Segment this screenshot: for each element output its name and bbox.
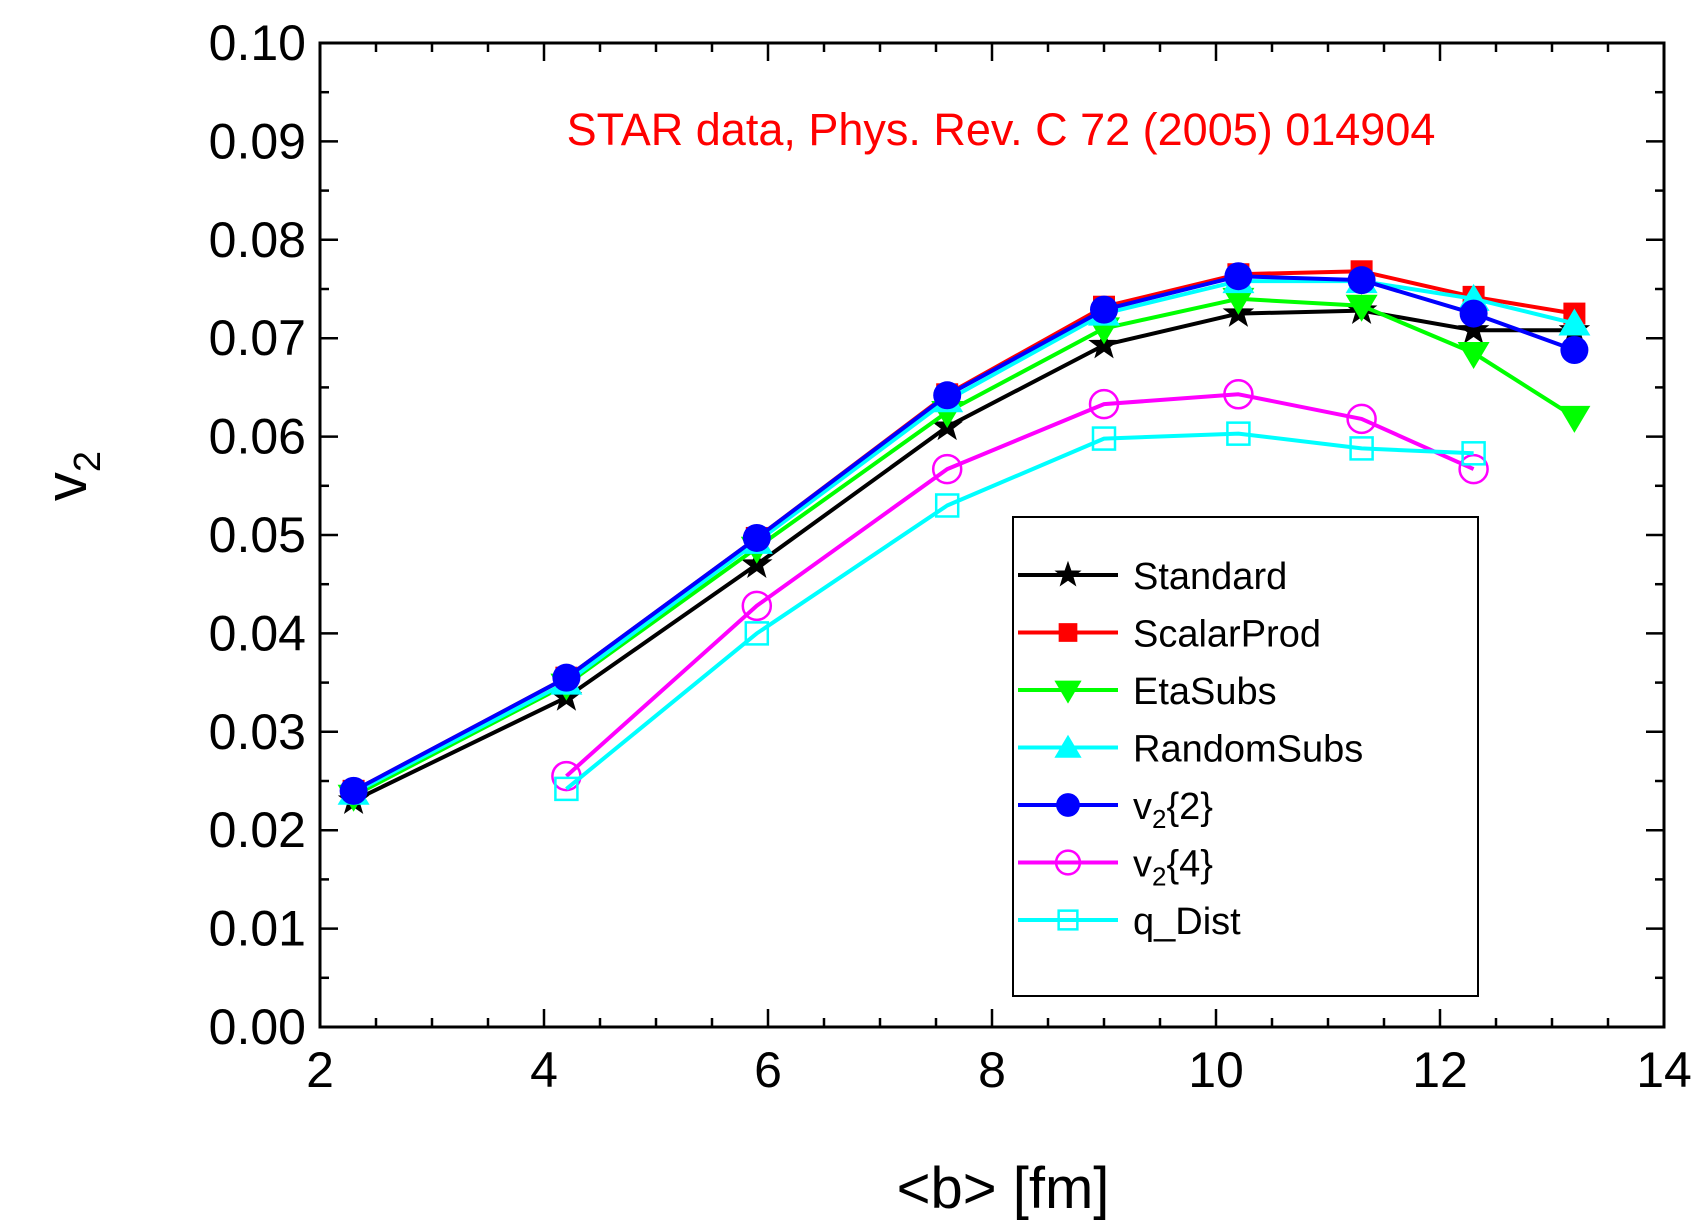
x-tick-label: 12 (1412, 1042, 1468, 1098)
y-tick-label: 0.01 (209, 901, 306, 957)
legend-item-standard: Standard (1018, 556, 1287, 598)
y-tick-label: 0.10 (209, 15, 306, 71)
legend-swatch-marker (1058, 623, 1078, 642)
data-point-standard (1457, 313, 1490, 344)
y-axis-label: v2 (34, 451, 109, 501)
data-point-etasubs (1457, 341, 1490, 369)
data-point-v2-4 (741, 590, 773, 622)
data-point-v2-4 (1223, 379, 1254, 410)
legend-item-v2-2: v2{2} (1018, 786, 1213, 834)
y-tick-label: 0.02 (209, 802, 306, 858)
legend-swatch-marker (1056, 793, 1080, 817)
data-point-v2-4 (1088, 388, 1120, 420)
svg-text:v2: v2 (34, 451, 109, 501)
legend-swatch-marker (1054, 680, 1082, 704)
data-point-etasubs (1222, 287, 1255, 315)
legend-swatch-marker (1057, 909, 1079, 931)
data-point-v2-4 (931, 453, 963, 485)
series-v2-4 (551, 379, 1489, 792)
data-point-v2-2 (552, 663, 581, 692)
data-point-v2-2 (1347, 266, 1376, 295)
legend-item-scalarprod: ScalarProd (1018, 614, 1321, 656)
data-point-q-dist (1226, 421, 1251, 446)
legend-item-v2-4: v2{4} (1018, 844, 1213, 892)
series-q-dist (554, 421, 1486, 802)
legend-label: EtaSubs (1133, 671, 1277, 713)
legend-item-randomsubs: RandomSubs (1018, 729, 1363, 771)
series-layer (337, 260, 1591, 815)
series-line-q-dist (565, 431, 1474, 791)
data-point-q-dist (1091, 426, 1117, 451)
x-tick-label: 14 (1636, 1042, 1692, 1098)
legend-label: v2{2} (1133, 786, 1213, 834)
y-tick-label: 0.07 (209, 310, 306, 366)
legend-item-etasubs: EtaSubs (1018, 671, 1277, 713)
series-v2-2 (339, 262, 1589, 805)
x-tick-label: 2 (306, 1042, 334, 1098)
y-tick-label: 0.09 (209, 113, 306, 169)
data-point-v2-2 (1224, 262, 1253, 291)
data-point-q-dist (934, 493, 960, 518)
data-point-v2-2 (339, 776, 368, 805)
x-tick-label: 6 (754, 1042, 782, 1098)
axes: 2 4 6 8 10 12 14 0.00 0.01 0.02 0.03 0.04 0.05 0.06 0.… (209, 15, 1692, 1098)
legend-item-q-dist: q_Dist (1018, 901, 1241, 943)
legend: Standard ScalarProd EtaSubs RandomSubs v2{2}… (1012, 516, 1479, 997)
series-line-v2-4 (565, 392, 1475, 778)
legend-label: v2{4} (1133, 844, 1213, 892)
chart-annotation: STAR data, Phys. Rev. C 72 (2005) 014904 (567, 104, 1436, 155)
data-point-q-dist (744, 621, 770, 646)
legend-label: ScalarProd (1133, 614, 1321, 656)
data-point-v2-2 (1090, 295, 1118, 324)
data-point-etasubs (1558, 405, 1591, 433)
data-point-q-dist (1349, 436, 1374, 461)
y-tick-label: 0.05 (209, 507, 306, 563)
x-tick-label: 10 (1188, 1042, 1244, 1098)
y-tick-label: 0.04 (209, 605, 306, 661)
data-point-q-dist (554, 776, 579, 802)
data-point-v2-4 (1346, 403, 1377, 435)
y-tick-label: 0.08 (209, 212, 306, 268)
y-tick-label: 0.06 (209, 409, 306, 465)
data-point-q-dist (1461, 441, 1486, 466)
legend-box (1012, 516, 1479, 997)
legend-swatch-marker (1054, 849, 1082, 876)
data-point-v2-2 (742, 523, 771, 552)
legend-label: q_Dist (1133, 901, 1241, 943)
x-tick-label: 4 (530, 1042, 558, 1098)
x-axis-label: <b> [fm] (897, 1156, 1110, 1221)
data-point-etasubs (1345, 294, 1378, 322)
y-axis-label-main: v (34, 472, 99, 501)
x-tick-label: 8 (978, 1042, 1006, 1098)
y-tick-label: 0.03 (209, 704, 306, 760)
legend-swatch-marker (1054, 560, 1082, 587)
data-point-v2-2 (1560, 336, 1589, 365)
y-tick-label: 0.00 (209, 999, 306, 1055)
legend-label: Standard (1133, 556, 1287, 598)
legend-swatch-marker (1054, 734, 1082, 758)
legend-label: RandomSubs (1133, 729, 1363, 771)
data-point-v2-2 (1459, 299, 1488, 328)
data-point-v2-2 (933, 381, 962, 410)
data-point-randomsubs (1558, 308, 1591, 336)
data-point-v2-4 (1458, 453, 1489, 485)
y-axis-label-sub: 2 (67, 451, 109, 472)
